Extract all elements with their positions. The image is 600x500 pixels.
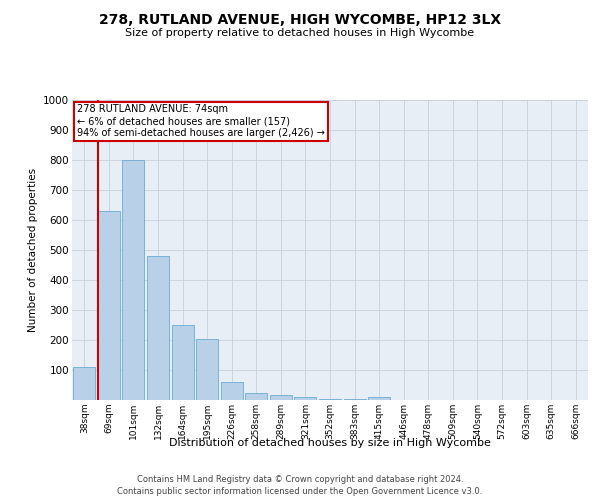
Bar	[221, 382, 243, 400]
Bar	[368, 397, 390, 400]
Bar	[295, 397, 316, 400]
Bar	[98, 211, 120, 400]
Bar	[270, 394, 292, 400]
Text: 278 RUTLAND AVENUE: 74sqm
← 6% of detached houses are smaller (157)
94% of semi-: 278 RUTLAND AVENUE: 74sqm ← 6% of detach…	[77, 104, 325, 138]
Bar	[122, 160, 145, 400]
Text: Contains HM Land Registry data © Crown copyright and database right 2024.: Contains HM Land Registry data © Crown c…	[137, 474, 463, 484]
Text: Distribution of detached houses by size in High Wycombe: Distribution of detached houses by size …	[169, 438, 491, 448]
Text: Contains public sector information licensed under the Open Government Licence v3: Contains public sector information licen…	[118, 486, 482, 496]
Text: Size of property relative to detached houses in High Wycombe: Size of property relative to detached ho…	[125, 28, 475, 38]
Text: 278, RUTLAND AVENUE, HIGH WYCOMBE, HP12 3LX: 278, RUTLAND AVENUE, HIGH WYCOMBE, HP12 …	[99, 12, 501, 26]
Bar	[319, 398, 341, 400]
Bar	[172, 325, 194, 400]
Bar	[245, 392, 268, 400]
Bar	[73, 367, 95, 400]
Bar	[147, 256, 169, 400]
Bar	[196, 338, 218, 400]
Y-axis label: Number of detached properties: Number of detached properties	[28, 168, 38, 332]
Bar	[344, 398, 365, 400]
